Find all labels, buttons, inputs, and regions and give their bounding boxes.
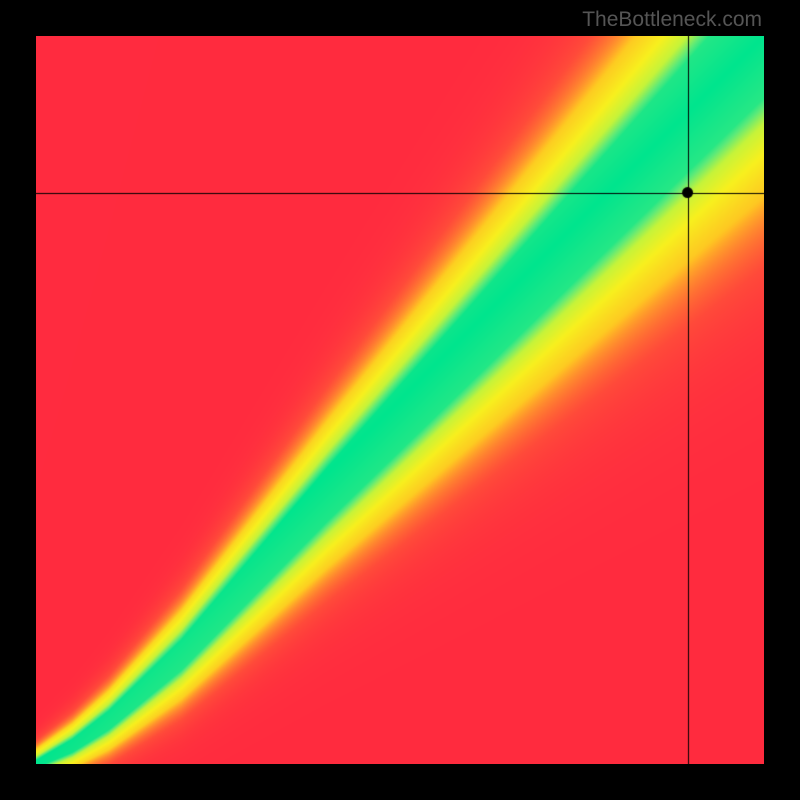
heatmap-canvas — [36, 36, 764, 764]
watermark-text: TheBottleneck.com — [582, 8, 762, 32]
heatmap-plot — [36, 36, 764, 764]
figure-root: TheBottleneck.com — [0, 0, 800, 800]
